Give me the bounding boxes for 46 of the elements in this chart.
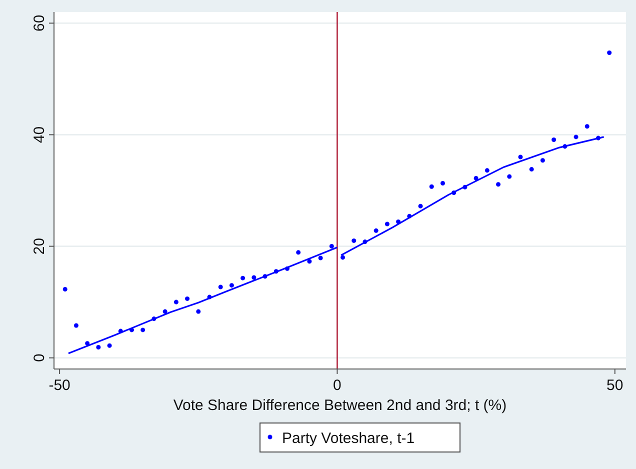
y-tick-label: 0 [31, 354, 48, 362]
x-tick-label: -50 [48, 377, 70, 394]
point [429, 184, 434, 189]
point [518, 154, 523, 160]
point [552, 137, 556, 142]
x-tick-label: 50 [606, 377, 624, 394]
point [196, 309, 201, 314]
point [329, 244, 334, 249]
point [529, 167, 534, 172]
point [540, 158, 545, 163]
x-axis-title: Vote Share Difference Between 2nd and 3rd; t (%) [173, 397, 507, 414]
line-series [68, 246, 338, 354]
point [440, 180, 445, 186]
point [162, 309, 168, 314]
point [107, 343, 112, 348]
point [74, 323, 78, 328]
point [140, 328, 146, 332]
point [352, 238, 356, 243]
point [418, 204, 423, 208]
y-tick-label: 40 [31, 126, 48, 144]
point [484, 168, 490, 173]
point [218, 284, 223, 290]
point [496, 182, 501, 187]
y-tick-label: 20 [31, 238, 48, 255]
point [318, 256, 323, 260]
point [574, 134, 578, 140]
point [85, 341, 90, 346]
point [474, 176, 478, 180]
point [62, 286, 68, 292]
point [240, 276, 246, 280]
point [296, 250, 301, 255]
x-tick-label: 0 [333, 377, 342, 394]
point [96, 344, 101, 350]
point [340, 255, 346, 260]
point [307, 259, 312, 264]
point [374, 228, 378, 233]
point [185, 296, 190, 301]
point [584, 124, 590, 129]
point [607, 50, 612, 55]
point [507, 174, 512, 179]
y-tick-label: 60 [31, 14, 48, 32]
point [229, 283, 234, 288]
point [384, 222, 390, 226]
point [174, 300, 178, 304]
point [252, 275, 256, 280]
legend-label: Party Voteshare, t-1 [282, 430, 415, 447]
